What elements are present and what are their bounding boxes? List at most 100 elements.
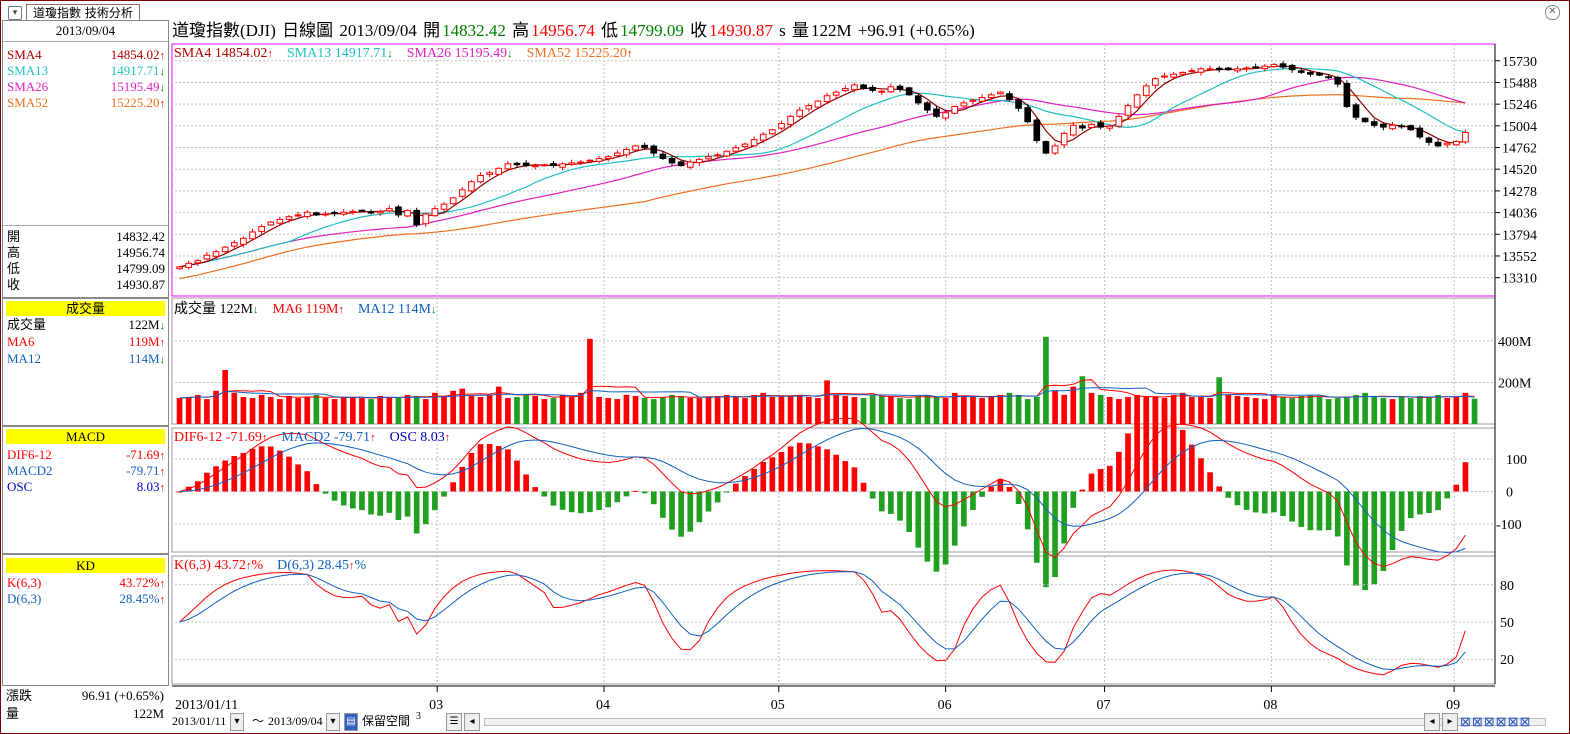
- indicator-row: OSC 8.03↑: [3, 479, 168, 495]
- indicator-row: SMA52 15225.20↑: [3, 95, 168, 111]
- volume-bar: [614, 399, 621, 424]
- candle-body: [613, 152, 621, 157]
- x-tick-label: 08: [1263, 698, 1277, 713]
- osc-bar: [678, 491, 684, 537]
- candle-body: [1307, 71, 1314, 75]
- osc-bar: [267, 446, 274, 492]
- end-date[interactable]: 2013/09/04: [268, 714, 323, 728]
- indicator-row: K(6,3) 43.72%↑: [3, 575, 168, 591]
- candle-body: [1361, 117, 1369, 123]
- osc-bar: [1344, 491, 1350, 566]
- candle-body: [1215, 67, 1223, 71]
- arrow-up-icon: ↑: [159, 594, 166, 606]
- osc-bar: [222, 460, 228, 492]
- indicator-value: 14832.42: [116, 229, 165, 245]
- osc-bar: [477, 444, 484, 492]
- candle-body: [586, 159, 594, 162]
- low-label: 低: [601, 21, 619, 40]
- osc-bar: [1225, 491, 1232, 498]
- volume-bar: [979, 398, 985, 424]
- volume-bar: [961, 395, 967, 424]
- reserve-value[interactable]: 3: [416, 711, 421, 722]
- price-tick-label: 14036: [1502, 207, 1537, 222]
- volume-bar: [532, 395, 539, 424]
- close-suffix: s: [779, 21, 786, 40]
- volume-bar: [368, 399, 374, 424]
- osc-bar: [888, 491, 894, 514]
- volume-bar: [359, 398, 365, 424]
- indicator-value-text: 14930.87: [116, 277, 165, 292]
- left-macd-panel: MACD DIF6-12 -71.69↑ MACD2 -79.71↑ OSC 8.03↑: [2, 426, 169, 554]
- quote-header: 道瓊指數(DJI) 日線圖 2013/09/04 開 14832.42 高 1495…: [172, 20, 977, 42]
- change-value: 96.91 (+0.65%): [81, 688, 164, 703]
- volume-bar: [778, 395, 785, 424]
- legend-item: OSC 8.03↑: [390, 430, 451, 445]
- osc-bar: [833, 454, 840, 492]
- volume-bar: [632, 395, 639, 424]
- scroll-right-icon[interactable]: ▸: [1442, 713, 1458, 731]
- calendar-icon[interactable]: ▾: [230, 713, 244, 731]
- grid-icon[interactable]: ☰: [446, 713, 462, 731]
- scroll-left-icon[interactable]: ◂: [464, 713, 480, 731]
- candle-body: [194, 260, 202, 264]
- db-icon[interactable]: ▤: [344, 713, 358, 731]
- indicator-value: 8.03↑: [137, 479, 165, 496]
- sma52-line: [179, 94, 1466, 280]
- left-summary-panel: 漲跌 96.91 (+0.65%) 量 122M: [2, 686, 167, 726]
- x-tick-label: 04: [596, 698, 610, 713]
- osc-bar: [258, 446, 265, 492]
- change-header: +96.91 (+0.65%): [857, 21, 975, 40]
- osc-bar: [450, 482, 456, 492]
- osc-bar: [1407, 491, 1414, 519]
- arrow-up-icon: ↑: [370, 432, 376, 444]
- candle-body: [1352, 104, 1360, 118]
- scrollbar[interactable]: [484, 718, 1546, 726]
- calendar-icon[interactable]: ▾: [326, 713, 340, 731]
- start-date[interactable]: 2013/01/11: [172, 714, 227, 728]
- candle-body: [1389, 124, 1396, 130]
- osc-bar: [359, 491, 365, 511]
- candle-body: [1206, 68, 1214, 71]
- volume-legend: 成交量 122M↓ MA6 119M↑ MA12 114M↓: [174, 302, 450, 318]
- volume-bar: [641, 398, 648, 424]
- volume-bar: [787, 395, 794, 424]
- osc-bar: [1261, 491, 1268, 514]
- candle-body: [1398, 125, 1405, 128]
- candle-body: [1060, 132, 1068, 146]
- osc-bar: [696, 491, 703, 523]
- volume-bar: [468, 395, 475, 424]
- osc-bar: [1417, 491, 1423, 515]
- arrow-up-icon: ↑: [159, 50, 166, 62]
- osc-bar: [641, 491, 648, 494]
- candle-body: [203, 254, 211, 260]
- osc-bar: [815, 446, 821, 492]
- volume-bar: [1033, 397, 1040, 424]
- d-line: [179, 571, 1466, 671]
- volume-bar: [1225, 394, 1232, 424]
- osc-bar: [1453, 484, 1460, 492]
- candle-body: [513, 162, 521, 166]
- indicator-label: SMA13: [7, 63, 49, 78]
- app-icon[interactable]: ▾: [8, 6, 22, 20]
- reserve-label: 保留空間: [362, 714, 411, 728]
- zoom-icons[interactable]: ⊠⊠⊠⊠⊠⊠: [1460, 714, 1532, 729]
- scroll-left-icon[interactable]: ◂: [1424, 713, 1440, 731]
- tab-technical-analysis[interactable]: 道瓊指數 技術分析: [26, 4, 140, 21]
- volume-bar: [742, 398, 748, 424]
- candle-body: [869, 86, 876, 91]
- osc-bar: [970, 491, 976, 511]
- candle-body: [422, 213, 430, 225]
- osc-bar: [1435, 491, 1441, 511]
- candle-body: [887, 86, 895, 93]
- candle-body: [431, 208, 439, 217]
- close-icon[interactable]: ✕: [1545, 5, 1560, 20]
- open-label: 開: [423, 21, 441, 40]
- osc-bar: [541, 491, 548, 497]
- indicator-value: 14854.02↑: [111, 47, 165, 64]
- volume-bar: [432, 392, 438, 424]
- arrow-up-icon: ↑: [338, 304, 344, 316]
- volume-bar: [277, 399, 283, 424]
- indicator-label: SMA52: [7, 95, 49, 110]
- price-legend: SMA4 14854.02↑ SMA13 14917.71↓ SMA26 15195…: [174, 46, 646, 62]
